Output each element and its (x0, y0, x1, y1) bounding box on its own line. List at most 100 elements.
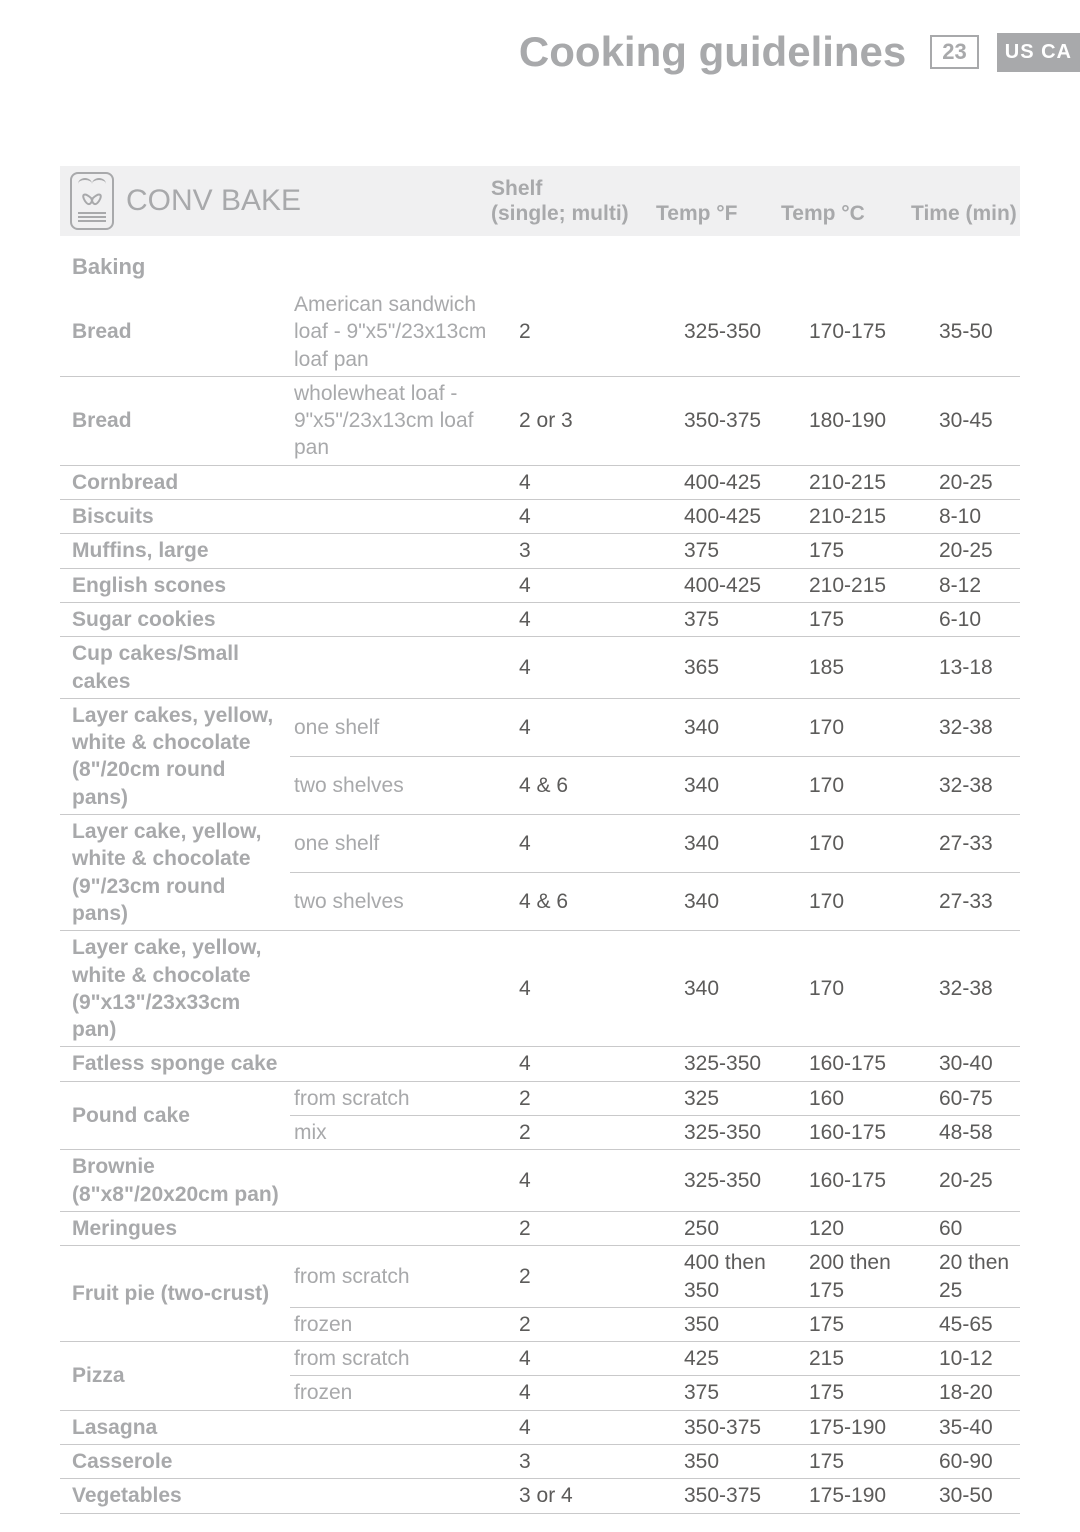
cell-shelf: 4 (515, 500, 680, 534)
table-row: Layer cakes, yellow, white & chocolate (… (60, 698, 1020, 756)
cell-shelf: 4 (515, 931, 680, 1047)
cell-item: Layer cakes, yellow, white & chocolate (… (60, 698, 290, 814)
cell-shelf: 3 (515, 1444, 680, 1478)
cell-time: 27-33 (935, 815, 1020, 873)
cell-time: 8-12 (935, 568, 1020, 602)
cell-detail (290, 1410, 515, 1444)
col-time: Time (min) (911, 202, 1031, 226)
table-row: Fruit pie (two-crust)from scratch2400 th… (60, 1246, 1020, 1308)
cell-time: 8-10 (935, 500, 1020, 534)
region-tab: US CA (997, 33, 1080, 72)
table-row: Breadwholewheat loaf - 9"x5"/23x13cm loa… (60, 376, 1020, 465)
cell-temp-c: 200 then 175 (805, 1246, 935, 1308)
cell-time: 45-65 (935, 1307, 1020, 1341)
cell-shelf: 4 (515, 1342, 680, 1376)
table-row: Layer cake, yellow, white & chocolate (9… (60, 815, 1020, 873)
cell-time: 20 then 25 (935, 1246, 1020, 1308)
cell-temp-f: 400-425 (680, 465, 805, 499)
cell-temp-f: 350-375 (680, 376, 805, 465)
cell-shelf: 3 (515, 534, 680, 568)
cell-time: 20-25 (935, 1150, 1020, 1212)
cell-item: Cornbread (60, 465, 290, 499)
table-row: Pizzafrom scratch442521510-12 (60, 1342, 1020, 1376)
cell-item: Layer cake, yellow, white & chocolate (9… (60, 815, 290, 931)
cell-time: 20-25 (935, 465, 1020, 499)
cell-shelf: 4 (515, 815, 680, 873)
cell-temp-c: 175-190 (805, 1479, 935, 1513)
cell-temp-c: 175 (805, 1444, 935, 1478)
cell-detail: two shelves (290, 756, 515, 814)
cell-detail (290, 568, 515, 602)
cell-time: 35-40 (935, 1410, 1020, 1444)
cell-temp-c: 175-190 (805, 1410, 935, 1444)
conv-bake-icon (70, 172, 114, 230)
cell-time: 27-33 (935, 873, 1020, 931)
cell-temp-c: 170 (805, 815, 935, 873)
cell-item: Biscuits (60, 500, 290, 534)
cell-shelf: 4 & 6 (515, 756, 680, 814)
cell-temp-f: 375 (680, 1376, 805, 1410)
table-row: Fatless sponge cake4325-350160-17530-40 (60, 1047, 1020, 1081)
header-title: Cooking guidelines (519, 28, 906, 76)
col-temp-c: Temp °C (781, 202, 911, 226)
table-row: Lasagna4350-375175-19035-40 (60, 1410, 1020, 1444)
cell-temp-c: 215 (805, 1342, 935, 1376)
cell-time: 48-58 (935, 1116, 1020, 1150)
table-row: English scones4400-425210-2158-12 (60, 568, 1020, 602)
cell-temp-c: 210-215 (805, 568, 935, 602)
cell-temp-f: 400 then 350 (680, 1246, 805, 1308)
cell-temp-c: 170 (805, 931, 935, 1047)
cell-shelf: 4 (515, 1410, 680, 1444)
cell-temp-f: 325-350 (680, 1116, 805, 1150)
cell-detail (290, 1479, 515, 1513)
cell-temp-f: 400-425 (680, 500, 805, 534)
cell-temp-c: 160-175 (805, 1116, 935, 1150)
cell-temp-c: 120 (805, 1211, 935, 1245)
cell-item: Pound cake (60, 1081, 290, 1150)
cell-temp-f: 375 (680, 534, 805, 568)
cell-detail: one shelf (290, 698, 515, 756)
table-row: Meringues225012060 (60, 1211, 1020, 1245)
table-row: Layer cake, yellow, white & chocolate (9… (60, 931, 1020, 1047)
cell-shelf: 4 (515, 568, 680, 602)
cell-temp-c: 160 (805, 1081, 935, 1115)
cell-detail (290, 1211, 515, 1245)
baking-table: BreadAmerican sandwich loaf - 9"x5"/23x1… (60, 288, 1020, 1514)
cell-detail (290, 931, 515, 1047)
cell-temp-f: 365 (680, 637, 805, 699)
cell-temp-f: 375 (680, 602, 805, 636)
cell-temp-c: 180-190 (805, 376, 935, 465)
cell-shelf: 2 (515, 1081, 680, 1115)
cell-temp-f: 340 (680, 873, 805, 931)
page-number-box: 23 (930, 35, 978, 69)
cell-detail: from scratch (290, 1342, 515, 1376)
cell-time: 35-50 (935, 288, 1020, 376)
cell-shelf: 3 or 4 (515, 1479, 680, 1513)
cell-detail: one shelf (290, 815, 515, 873)
cell-time: 30-45 (935, 376, 1020, 465)
cell-shelf: 2 (515, 288, 680, 376)
cell-time: 10-12 (935, 1342, 1020, 1376)
cell-time: 60 (935, 1211, 1020, 1245)
table-row: Muffins, large337517520-25 (60, 534, 1020, 568)
cell-item: Muffins, large (60, 534, 290, 568)
cell-temp-f: 325-350 (680, 288, 805, 376)
cell-temp-f: 340 (680, 931, 805, 1047)
cell-detail: frozen (290, 1376, 515, 1410)
cell-detail (290, 500, 515, 534)
cell-temp-c: 175 (805, 1307, 935, 1341)
cell-shelf: 2 (515, 1307, 680, 1341)
table-row: Cornbread4400-425210-21520-25 (60, 465, 1020, 499)
cell-detail (290, 1150, 515, 1212)
cell-detail (290, 1444, 515, 1478)
table-row: Cup cakes/Small cakes436518513-18 (60, 637, 1020, 699)
col-shelf-l2: (single; multi) (491, 202, 629, 225)
cell-temp-f: 400-425 (680, 568, 805, 602)
cell-detail (290, 637, 515, 699)
table-row: Brownie (8"x8"/20x20cm pan)4325-350160-1… (60, 1150, 1020, 1212)
cell-time: 30-50 (935, 1479, 1020, 1513)
cell-temp-f: 325-350 (680, 1150, 805, 1212)
cell-time: 6-10 (935, 602, 1020, 636)
cell-temp-c: 210-215 (805, 465, 935, 499)
cell-time: 20-25 (935, 534, 1020, 568)
